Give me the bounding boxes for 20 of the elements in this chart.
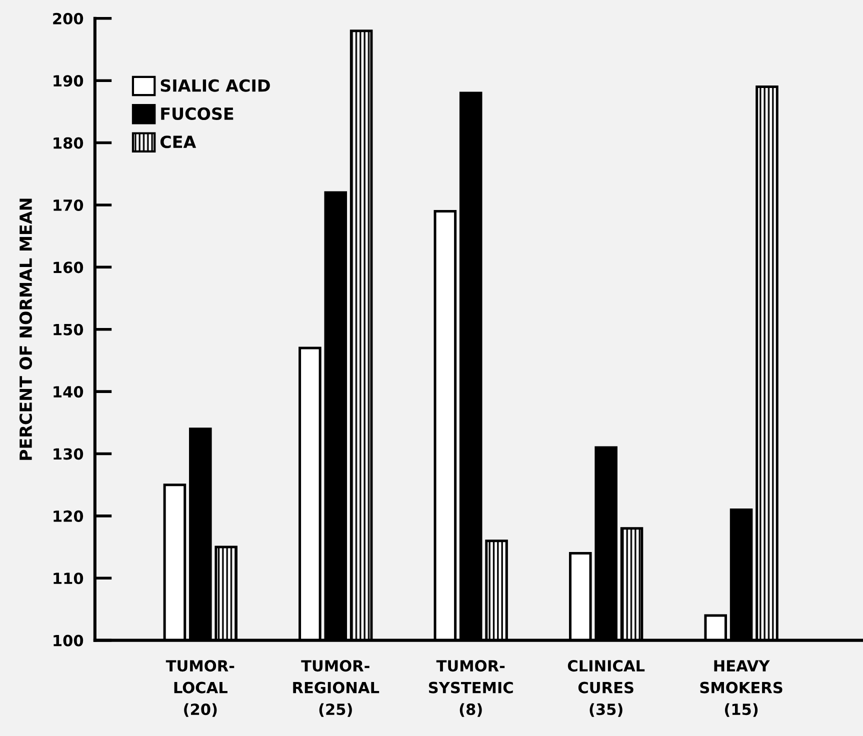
y-tick-label: 170 [54,199,84,211]
y-tick-label: 140 [54,386,84,398]
legend-label: CEA [160,136,196,148]
y-tick-label: 180 [54,137,84,149]
x-tick-label: CLINICAL CURES (35) [568,660,645,717]
y-tick-label: 190 [54,75,84,87]
y-tick-label: 100 [54,634,84,646]
y-tick-label: 130 [54,448,84,460]
x-tick-label: TUMOR- LOCAL (20) [166,660,234,717]
y-tick-label: 150 [54,324,84,336]
y-axis-title: PERCENT OF NORMAL MEAN [19,198,32,460]
y-tick-label: 160 [54,262,84,274]
x-tick-label: TUMOR- SYSTEMIC (8) [428,660,513,717]
x-tick-label: HEAVY SMOKERS (15) [700,660,782,717]
y-tick-label: 200 [53,12,84,24]
y-tick-label: 110 [54,572,84,584]
x-tick-label: TUMOR- REGIONAL (25) [293,660,380,717]
legend-label: SIALIC ACID [160,79,270,92]
y-tick-label: 120 [54,510,84,522]
legend-label: FUCOSE [161,107,234,120]
